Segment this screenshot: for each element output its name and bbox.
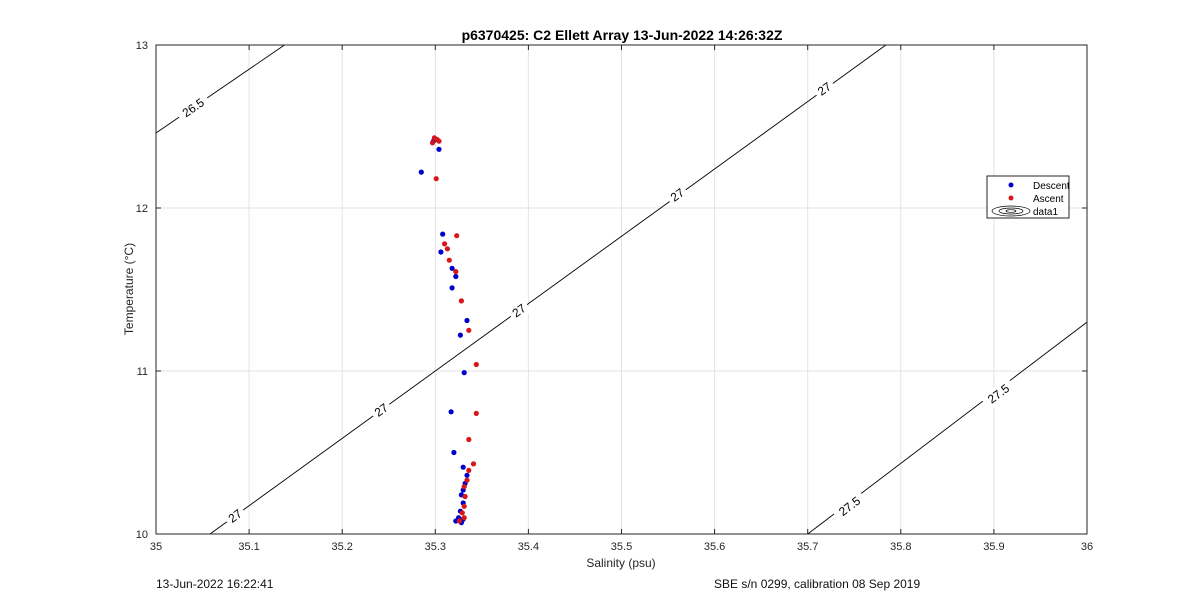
contour-label-bg bbox=[222, 503, 248, 529]
x-tick-label: 35.9 bbox=[983, 541, 1004, 553]
ascent-point bbox=[459, 510, 465, 516]
legend: Descent Ascent data1 bbox=[986, 175, 1070, 219]
y-axis-label: Temperature (°C) bbox=[122, 243, 136, 335]
descent-point bbox=[440, 231, 446, 237]
grid bbox=[155, 44, 1088, 535]
x-tick-label: 35.1 bbox=[238, 541, 259, 553]
ascent-point bbox=[466, 467, 472, 473]
legend-marker-ascent bbox=[1008, 195, 1014, 201]
ascent-point bbox=[466, 327, 472, 333]
ascent-point bbox=[436, 138, 442, 144]
y-tick-label: 13 bbox=[136, 40, 148, 52]
descent-point bbox=[418, 169, 424, 175]
descent-point bbox=[436, 146, 442, 152]
contour-label-bg bbox=[506, 298, 532, 324]
ascent-point bbox=[473, 361, 479, 368]
x-tick-label: 35.6 bbox=[704, 541, 725, 553]
ascent-point bbox=[473, 410, 479, 416]
ascent-point bbox=[464, 477, 470, 483]
contour-label-bg bbox=[811, 76, 838, 102]
isopycnal-line bbox=[209, 44, 887, 535]
x-tick-label: 35.3 bbox=[425, 541, 446, 553]
descent-point bbox=[453, 273, 459, 280]
ascent-point bbox=[462, 493, 468, 500]
ascent-point bbox=[453, 269, 459, 275]
ascent-point bbox=[429, 140, 436, 146]
legend-label-descent: Descent bbox=[1033, 181, 1070, 192]
legend-box bbox=[986, 175, 1070, 219]
x-tick-label: 35.7 bbox=[797, 541, 818, 553]
descent-point bbox=[457, 332, 463, 338]
legend-label-data1: data1 bbox=[1033, 207, 1058, 218]
descent-point bbox=[464, 317, 470, 324]
x-tick-label: 36 bbox=[1081, 541, 1093, 553]
ascent-point bbox=[461, 484, 467, 490]
ascent-point bbox=[461, 515, 467, 521]
legend-contour-icon bbox=[991, 205, 1031, 217]
footer-calibration: SBE s/n 0299, calibration 08 Sep 2019 bbox=[714, 577, 921, 591]
y-tick-label: 12 bbox=[136, 203, 148, 215]
descent-point bbox=[461, 370, 467, 376]
series-descent bbox=[418, 136, 470, 526]
footer-timestamp: 13-Jun-2022 16:22:41 bbox=[156, 577, 274, 591]
axis-ticks: 35 35.1 35.2 35.3 35.4 35.5 35.6 35.7 35.8 35.9 36… bbox=[136, 40, 1093, 553]
ascent-point bbox=[431, 135, 437, 141]
contour-label-bg bbox=[368, 397, 395, 423]
ascent-point bbox=[454, 233, 460, 239]
series-ascent bbox=[429, 135, 479, 524]
x-tick-label: 35 bbox=[150, 541, 162, 553]
y-tick-label: 10 bbox=[136, 529, 148, 541]
ascent-point bbox=[433, 176, 439, 182]
descent-point bbox=[453, 518, 459, 524]
ascent-point bbox=[456, 518, 463, 524]
contour-label-bg bbox=[980, 377, 1017, 411]
ascent-point bbox=[458, 298, 464, 304]
x-tick-label: 35.2 bbox=[331, 541, 352, 553]
legend-marker-descent bbox=[1008, 182, 1014, 188]
ascent-point bbox=[466, 436, 472, 443]
ascent-point bbox=[444, 246, 450, 252]
ascent-point bbox=[446, 257, 452, 263]
x-tick-label: 35.8 bbox=[890, 541, 911, 553]
x-axis-label: Salinity (psu) bbox=[586, 556, 655, 570]
y-tick-label: 11 bbox=[137, 366, 148, 378]
descent-point bbox=[449, 265, 455, 271]
contour-label-bg bbox=[664, 182, 691, 208]
descent-point bbox=[438, 249, 444, 255]
isopycnal-line bbox=[155, 44, 285, 134]
contour-label-bg bbox=[831, 489, 868, 523]
x-tick-label: 35.4 bbox=[518, 541, 539, 553]
ascent-point bbox=[470, 461, 477, 467]
contour-label-bg bbox=[174, 91, 212, 124]
descent-point bbox=[464, 472, 470, 478]
x-tick-label: 35.5 bbox=[611, 541, 632, 553]
descent-point bbox=[448, 409, 454, 415]
descent-point bbox=[460, 464, 466, 470]
descent-point bbox=[451, 449, 457, 456]
data-points bbox=[418, 135, 479, 526]
chart-title: p6370425: C2 Ellett Array 13-Jun-2022 14… bbox=[462, 27, 783, 43]
descent-point bbox=[449, 285, 455, 291]
legend-label-ascent: Ascent bbox=[1033, 194, 1064, 205]
ascent-point bbox=[442, 241, 448, 247]
ascent-point bbox=[461, 503, 467, 509]
